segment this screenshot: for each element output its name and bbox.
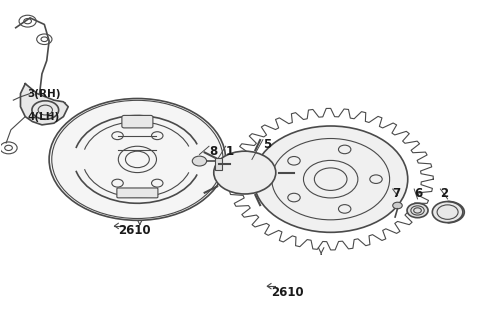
Text: 5: 5 (263, 138, 271, 151)
Circle shape (214, 151, 276, 194)
Polygon shape (21, 84, 68, 125)
FancyBboxPatch shape (117, 188, 158, 198)
Text: 6: 6 (414, 188, 422, 201)
Text: 1: 1 (226, 145, 234, 158)
Text: 7: 7 (393, 188, 401, 201)
Circle shape (407, 203, 428, 218)
Text: 2: 2 (441, 188, 448, 201)
Circle shape (192, 156, 206, 166)
Circle shape (393, 202, 402, 209)
Text: 8: 8 (209, 145, 217, 158)
Circle shape (253, 126, 408, 232)
Circle shape (432, 202, 463, 223)
Circle shape (49, 99, 226, 220)
Text: 2610: 2610 (118, 224, 151, 237)
FancyBboxPatch shape (122, 116, 153, 128)
Text: 2610: 2610 (271, 286, 304, 299)
Bar (215, 158, 222, 170)
Text: 4(LH): 4(LH) (28, 112, 60, 122)
Text: 3(RH): 3(RH) (28, 89, 61, 99)
